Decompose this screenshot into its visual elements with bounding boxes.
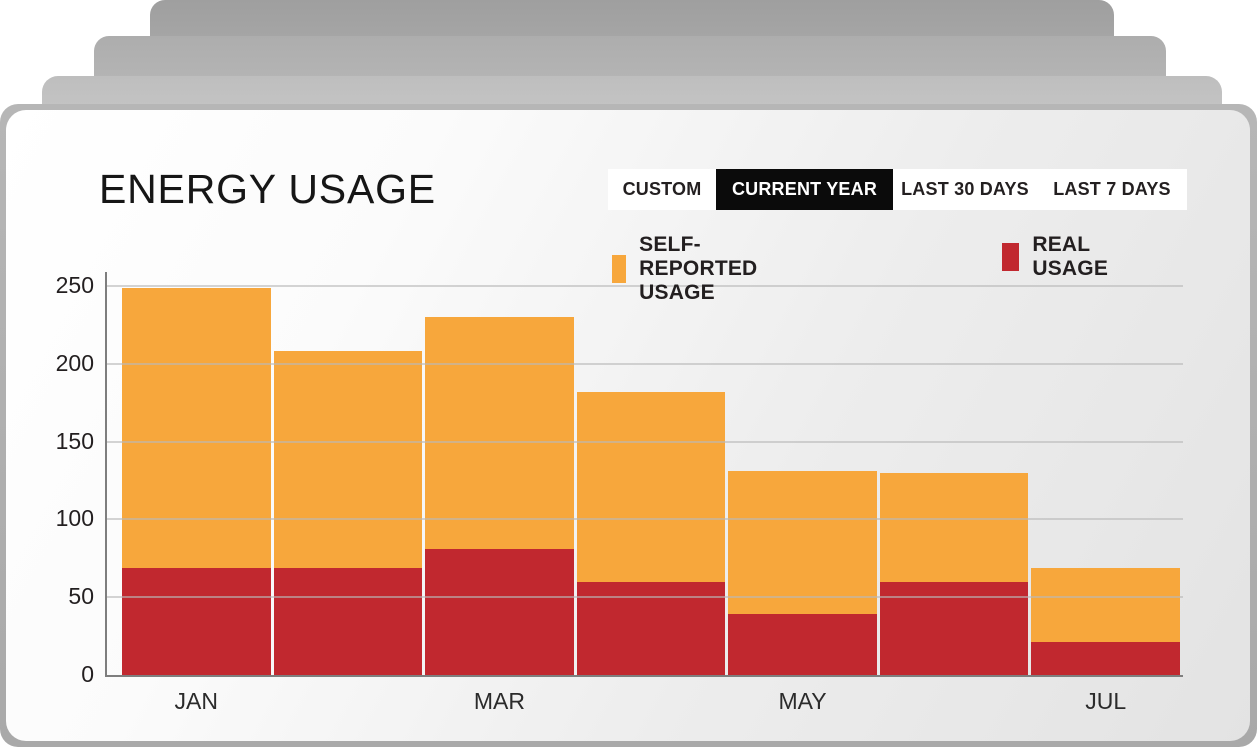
- bar-jul-real: [1031, 642, 1180, 675]
- gridline-200: [107, 362, 1183, 365]
- x-tick-jan: JAN: [174, 688, 218, 714]
- y-tick-250: 250: [55, 272, 94, 298]
- x-tick-mar: MAR: [473, 688, 525, 714]
- legend-item-self-reported: SELF-REPORTED USAGE: [612, 233, 771, 305]
- legend-label-real: REAL USAGE: [1032, 233, 1109, 280]
- page-title: ENERGY USAGE: [99, 166, 436, 212]
- bar-feb-real: [273, 567, 423, 675]
- y-tick-100: 100: [55, 505, 94, 532]
- gridline-50: [107, 596, 1183, 599]
- gridline-100: [107, 518, 1183, 521]
- legend-swatch-self-reported: [612, 255, 627, 283]
- tab-custom[interactable]: CUSTOM: [608, 169, 716, 210]
- x-tick-jul: JUL: [1085, 688, 1127, 714]
- date-range-tab-bar: CUSTOM CURRENT YEAR LAST 30 DAYS LAST 7 DAY…: [608, 169, 1187, 210]
- y-tick-50: 50: [68, 583, 94, 610]
- gridline-250: [107, 285, 1183, 287]
- y-tick-0: 0: [81, 661, 94, 687]
- bar-jan-real: [122, 567, 271, 675]
- legend-label-self-reported: SELF-REPORTED USAGE: [639, 233, 758, 304]
- tab-last-7-days[interactable]: LAST 7 DAYS: [1037, 169, 1187, 210]
- y-axis-line: [105, 272, 107, 677]
- bar-may-real: [728, 614, 877, 675]
- bar-mar-real: [425, 548, 574, 675]
- x-axis-line: [105, 675, 1183, 677]
- tab-current-year[interactable]: CURRENT YEAR: [716, 169, 893, 210]
- y-tick-200: 200: [55, 349, 94, 376]
- gridline-150: [107, 440, 1183, 443]
- legend-item-real: REAL USAGE: [1002, 233, 1119, 281]
- tab-last-30-days[interactable]: LAST 30 DAYS: [893, 169, 1037, 210]
- legend-swatch-real: [1002, 243, 1020, 271]
- x-tick-may: MAY: [778, 688, 827, 714]
- y-tick-150: 150: [55, 427, 94, 454]
